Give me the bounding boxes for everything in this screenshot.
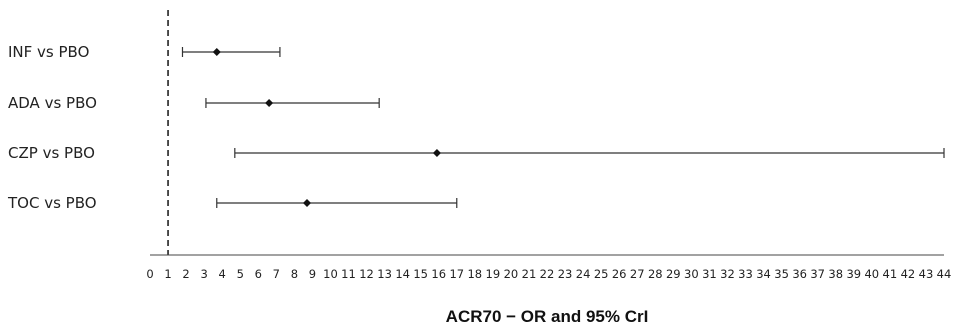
x-tick-label: 18 bbox=[467, 267, 482, 281]
x-tick-label: 12 bbox=[359, 267, 374, 281]
row-label: INF vs PBO bbox=[8, 43, 89, 61]
row-label: ADA vs PBO bbox=[8, 94, 97, 112]
x-tick-label: 15 bbox=[413, 267, 428, 281]
forest-row: ADA vs PBO bbox=[8, 94, 380, 112]
x-tick-label: 9 bbox=[309, 267, 316, 281]
x-tick-label: 16 bbox=[431, 267, 446, 281]
x-tick-label: 19 bbox=[486, 267, 501, 281]
x-axis-title: ACR70 − OR and 95% CrI bbox=[446, 307, 649, 326]
x-tick-label: 31 bbox=[702, 267, 717, 281]
x-tick-label: 13 bbox=[377, 267, 392, 281]
x-tick-label: 27 bbox=[630, 267, 645, 281]
x-tick-label: 17 bbox=[449, 267, 464, 281]
x-tick-label: 24 bbox=[576, 267, 591, 281]
forest-row: TOC vs PBO bbox=[7, 194, 458, 212]
x-tick-label: 41 bbox=[883, 267, 898, 281]
x-tick-label: 1 bbox=[164, 267, 171, 281]
x-tick-label: 10 bbox=[323, 267, 338, 281]
x-tick-label: 21 bbox=[522, 267, 537, 281]
x-tick-label: 44 bbox=[937, 267, 952, 281]
x-tick-label: 35 bbox=[774, 267, 789, 281]
x-tick-label: 42 bbox=[901, 267, 916, 281]
x-tick-label: 33 bbox=[738, 267, 753, 281]
point-estimate-marker bbox=[212, 48, 221, 56]
x-tick-label: 3 bbox=[200, 267, 207, 281]
x-tick-label: 0 bbox=[146, 267, 153, 281]
x-tick-label: 38 bbox=[828, 267, 843, 281]
x-tick-label: 7 bbox=[273, 267, 280, 281]
rows-layer: INF vs PBO ADA vs PBO CZP vs PBO TOC vs PBO bbox=[7, 43, 945, 212]
x-tick-label: 14 bbox=[395, 267, 410, 281]
row-label: CZP vs PBO bbox=[8, 144, 95, 162]
x-tick-label: 36 bbox=[792, 267, 807, 281]
x-tick-label: 11 bbox=[341, 267, 356, 281]
x-tick-label: 30 bbox=[684, 267, 699, 281]
x-tick-label: 32 bbox=[720, 267, 735, 281]
row-label: TOC vs PBO bbox=[7, 194, 97, 212]
x-tick-label: 39 bbox=[846, 267, 861, 281]
x-axis-ticks: 0 1 2 3 4 5 6 7 8 9 10 11 12 13 14 15 16 17 18 19 20 21 22 23 24… bbox=[146, 267, 951, 281]
x-tick-label: 20 bbox=[504, 267, 519, 281]
x-tick-label: 28 bbox=[648, 267, 663, 281]
x-tick-label: 25 bbox=[594, 267, 609, 281]
x-tick-label: 23 bbox=[558, 267, 573, 281]
x-tick-label: 8 bbox=[291, 267, 298, 281]
x-tick-label: 6 bbox=[255, 267, 262, 281]
x-tick-label: 34 bbox=[756, 267, 771, 281]
x-tick-label: 43 bbox=[919, 267, 934, 281]
forest-row: CZP vs PBO bbox=[8, 144, 945, 162]
x-tick-label: 4 bbox=[219, 267, 226, 281]
point-estimate-marker bbox=[302, 199, 311, 207]
x-tick-label: 37 bbox=[810, 267, 825, 281]
x-tick-label: 40 bbox=[864, 267, 879, 281]
forest-row: INF vs PBO bbox=[8, 43, 281, 61]
x-tick-label: 2 bbox=[182, 267, 189, 281]
point-estimate-marker bbox=[432, 149, 441, 157]
point-estimate-marker bbox=[265, 99, 274, 107]
x-tick-label: 22 bbox=[540, 267, 555, 281]
x-tick-label: 26 bbox=[612, 267, 627, 281]
x-tick-label: 29 bbox=[666, 267, 681, 281]
x-tick-label: 5 bbox=[237, 267, 244, 281]
